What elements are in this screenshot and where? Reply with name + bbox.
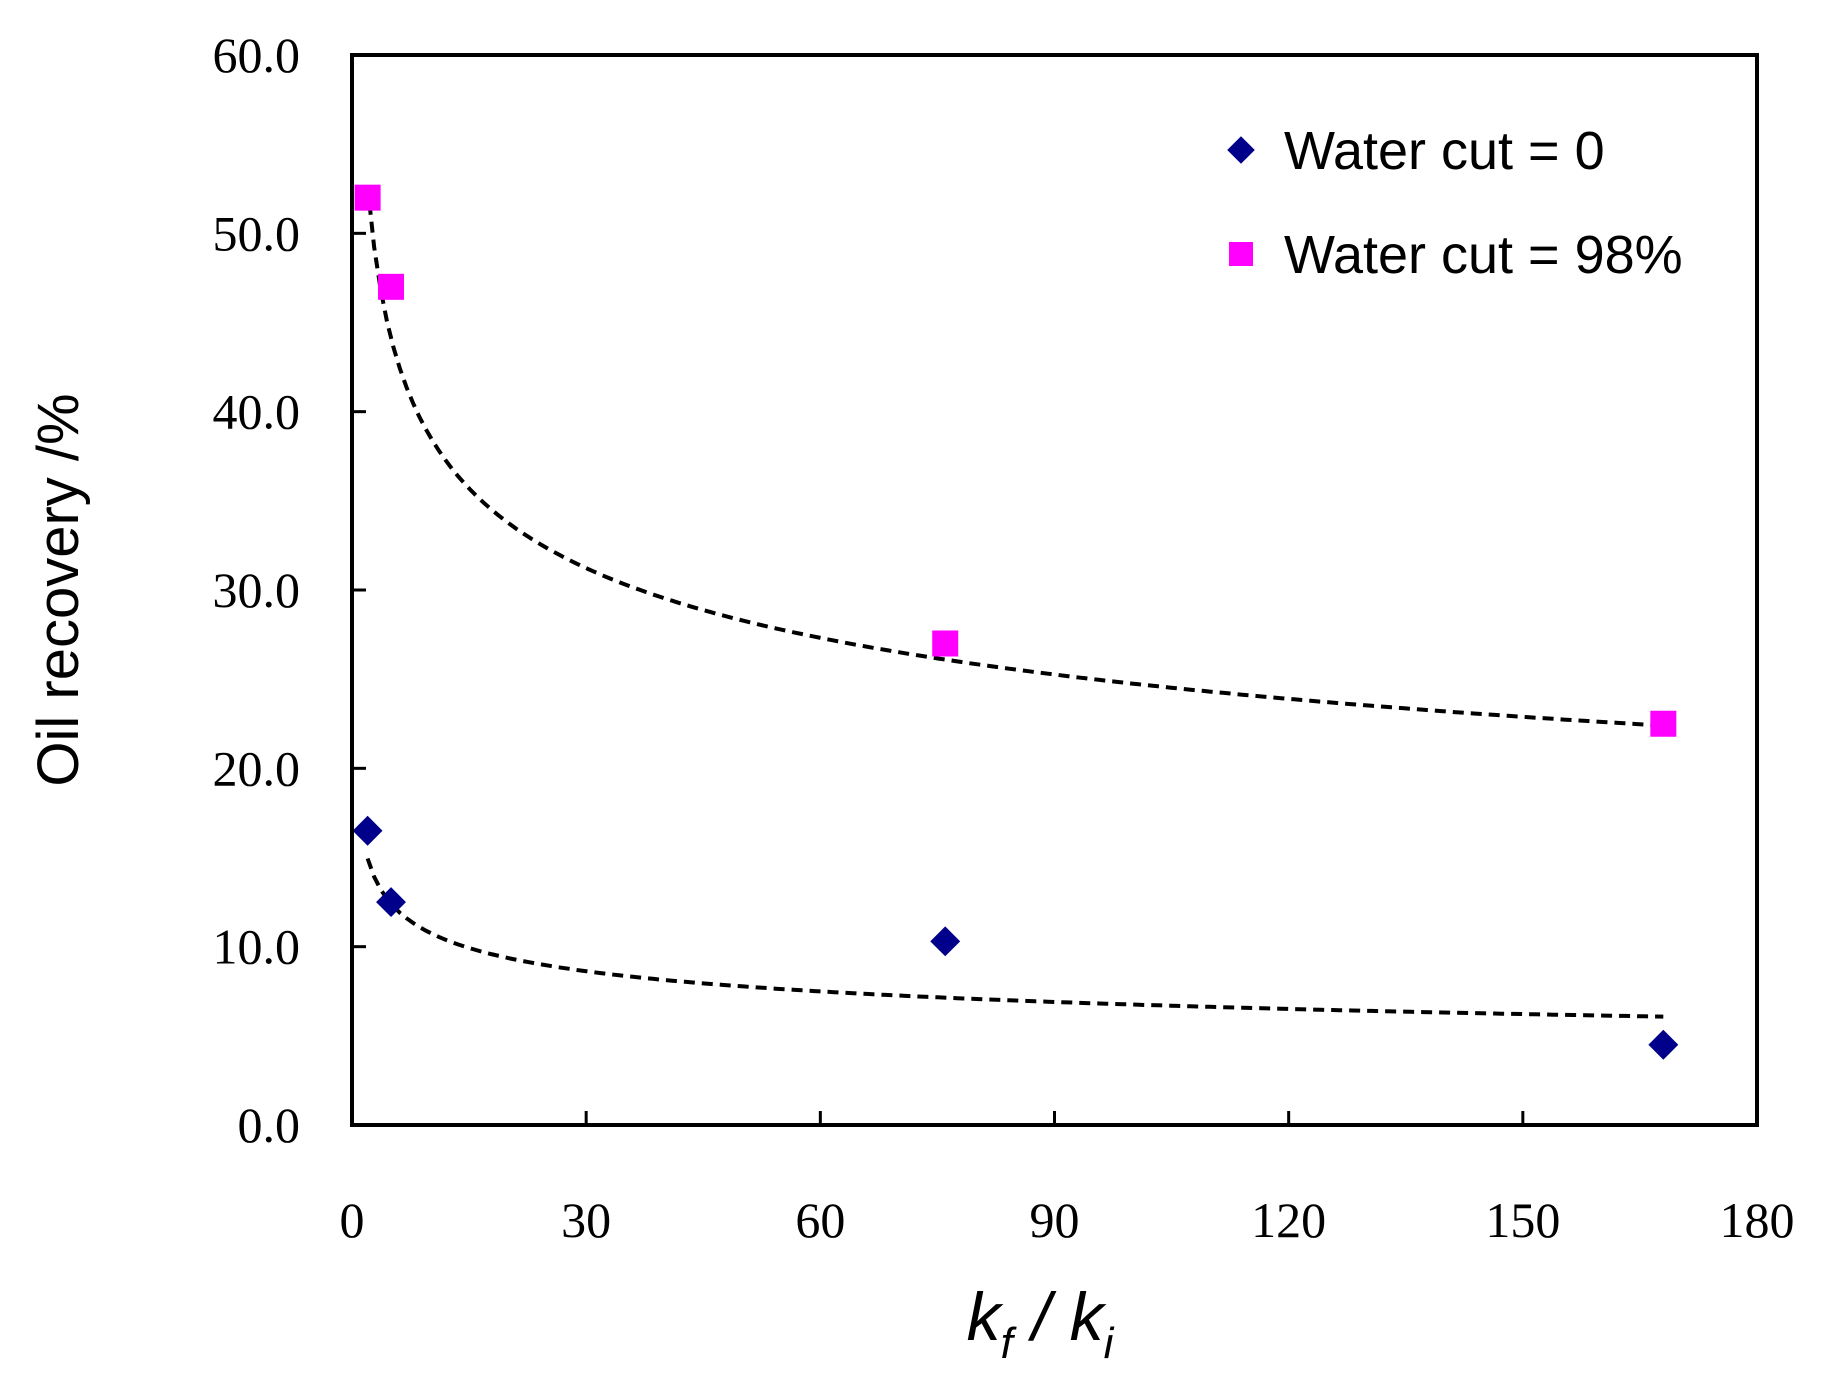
plot-area [350,53,1759,1127]
legend-label-series-2: Water cut = 98% [1284,225,1683,285]
y-tick-label: 60.0 [213,27,301,83]
legend: Water cut = 0 Water cut = 98% [1227,121,1683,285]
x-axis-title-sep: / [1013,1279,1070,1355]
tick-layer: 0 30 60 90 120 150 180 0.0 10.0 20.0 30.0 40.0 50.0 6… [213,27,1795,1248]
x-tick-label: 120 [1251,1192,1326,1248]
y-tick-label: 40.0 [213,384,301,440]
trendline-series-1 [365,857,1664,1019]
y-tick-label: 0.0 [238,1097,301,1153]
trendline-layer [365,185,1664,1019]
point-layer [352,184,1679,1060]
legend-marker-series-1 [1227,136,1255,164]
x-tick-label: 180 [1720,1192,1795,1248]
x-tick-label: 90 [1030,1192,1080,1248]
x-tick-label: 30 [561,1192,611,1248]
y-axis-title: Oil recovery /% [26,393,91,786]
x-axis-title-sub2: i [1104,1319,1115,1368]
data-point-series-1 [352,815,383,846]
x-tick-label: 0 [340,1192,365,1248]
legend-marker-series-2 [1229,242,1253,266]
x-tick-label: 150 [1485,1192,1560,1248]
y-tick-label: 20.0 [213,740,301,796]
x-axis-title: kf / ki [967,1279,1115,1368]
x-tick-label: 60 [795,1192,845,1248]
x-axis-title-k2: k [1070,1279,1107,1355]
data-point-series-1 [376,887,406,918]
data-point-series-1 [1648,1029,1679,1060]
y-tick-label: 30.0 [213,562,301,618]
data-point-series-2 [378,273,405,300]
y-tick-label: 50.0 [213,205,301,261]
x-axis-title-k1: k [967,1279,1004,1355]
trendline-series-2 [365,185,1664,728]
data-point-series-2 [354,184,381,211]
data-point-series-2 [932,630,959,657]
legend-label-series-1: Water cut = 0 [1284,121,1605,181]
data-point-series-1 [930,926,961,957]
data-point-series-2 [1650,710,1677,737]
y-tick-label: 10.0 [213,919,301,975]
